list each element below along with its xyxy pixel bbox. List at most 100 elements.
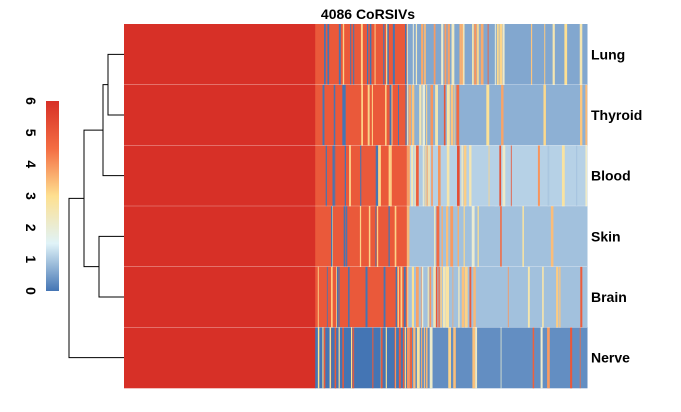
- heatmap-stripe: [527, 266, 530, 328]
- heatmap-stripe: [435, 84, 438, 146]
- heatmap-stripe: [350, 24, 352, 85]
- heatmap-cell-blood-group-2: [315, 145, 408, 207]
- heatmap-stripe: [530, 24, 533, 85]
- heatmap-stripe: [327, 24, 329, 85]
- heatmap-cell-thyroid-group-3: [406, 84, 588, 146]
- heatmap-stripe: [325, 145, 327, 207]
- heatmap-stripe: [421, 24, 424, 85]
- heatmap-stripe: [451, 24, 455, 85]
- heatmap-stripe: [322, 327, 324, 389]
- heatmap-stripe: [379, 145, 381, 207]
- heatmap-stripe: [378, 145, 381, 207]
- heatmap-cell-nerve-group-2: [315, 327, 408, 389]
- heatmap-stripe: [434, 206, 436, 267]
- heatmap-stripe: [331, 266, 333, 328]
- heatmap-stripe: [342, 84, 345, 146]
- row-label-brain: Brain: [591, 289, 627, 305]
- heatmap-stripe: [346, 206, 348, 267]
- heatmap-stripe: [405, 24, 407, 85]
- heatmap-stripe: [474, 24, 477, 85]
- heatmap-stripe: [500, 206, 502, 267]
- heatmap-stripe: [501, 84, 504, 146]
- heatmap-stripe: [426, 145, 428, 207]
- heatmap-stripe: [411, 266, 414, 328]
- heatmap-stripe: [416, 327, 420, 389]
- heatmap-stripe: [406, 266, 409, 328]
- heatmap-stripe: [402, 327, 405, 389]
- heatmap-stripe: [580, 84, 583, 146]
- row-label-skin: Skin: [591, 228, 621, 244]
- heatmap-stripe: [461, 145, 463, 207]
- heatmap-stripe: [397, 266, 399, 328]
- heatmap-stripe: [472, 327, 475, 389]
- heatmap-stripe: [552, 24, 555, 85]
- heatmap-stripe: [580, 266, 583, 328]
- heatmap-stripe: [422, 266, 424, 328]
- row-label-blood: Blood: [591, 168, 631, 184]
- heatmap-stripe: [488, 145, 490, 207]
- heatmap-cell-nerve-group-1: [124, 327, 316, 389]
- heatmap-stripe: [469, 145, 472, 207]
- heatmap-stripe: [522, 206, 524, 267]
- heatmap-stripe: [544, 24, 546, 85]
- heatmap-stripe: [502, 24, 505, 85]
- heatmap-stripe: [559, 266, 561, 328]
- heatmap-stripe: [550, 206, 554, 267]
- heatmap-stripe: [413, 327, 416, 389]
- heatmap-stripe: [375, 145, 377, 207]
- row-label-thyroid: Thyroid: [591, 107, 642, 123]
- heatmap-stripe: [366, 24, 369, 85]
- color-legend-tick: 6: [23, 97, 39, 105]
- heatmap-stripe: [375, 206, 377, 267]
- heatmap-stripe: [349, 145, 351, 207]
- heatmap-stripe: [334, 327, 337, 389]
- heatmap-stripe: [374, 24, 376, 85]
- heatmap-stripe: [579, 24, 583, 85]
- heatmap-stripe: [422, 84, 426, 146]
- heatmap-stripe: [326, 266, 328, 328]
- heatmap-stripe: [348, 266, 350, 328]
- heatmap-stripe: [338, 266, 340, 328]
- heatmap-stripe: [388, 206, 390, 267]
- color-legend-tick: 4: [23, 160, 39, 168]
- heatmap-stripe: [365, 266, 368, 328]
- heatmap-stripe: [427, 266, 429, 328]
- heatmap-stripe: [456, 84, 460, 146]
- heatmap-stripe: [367, 84, 370, 146]
- heatmap-stripe: [537, 145, 540, 207]
- heatmap-stripe: [415, 24, 418, 85]
- heatmap-stripe: [342, 327, 344, 389]
- heatmap-stripe: [475, 327, 478, 389]
- heatmap-stripe: [419, 145, 423, 207]
- heatmap-stripe: [443, 84, 446, 146]
- heatmap-stripe: [406, 145, 410, 207]
- heatmap-stripe: [579, 327, 581, 389]
- heatmap-stripe: [463, 24, 465, 85]
- heatmap-stripe: [502, 145, 506, 207]
- heatmap-stripe: [388, 145, 391, 207]
- heatmap-stripe: [406, 206, 410, 267]
- row-dendrogram: [68, 53, 124, 359]
- heatmap-stripe: [452, 266, 454, 328]
- heatmap-stripe: [441, 24, 444, 85]
- row-label-nerve: Nerve: [591, 350, 630, 366]
- heatmap-cell-nerve-group-3: [406, 327, 588, 389]
- heatmap-stripe: [406, 24, 408, 85]
- heatmap-cell-brain-group-2: [315, 266, 408, 328]
- heatmap-stripe: [440, 266, 442, 328]
- heatmap-stripe: [570, 327, 573, 389]
- dendrogram-link-blood: [102, 84, 124, 177]
- heatmap-cell-brain-group-1: [124, 266, 316, 328]
- heatmap-stripe: [404, 327, 406, 389]
- heatmap-stripe: [317, 266, 319, 328]
- heatmap-stripe: [334, 145, 336, 207]
- heatmap-stripe: [478, 24, 480, 85]
- heatmap-stripe: [383, 24, 385, 85]
- heatmap-stripe: [414, 145, 416, 207]
- heatmap-stripe: [429, 266, 432, 328]
- color-legend-bar: [46, 101, 59, 291]
- heatmap-stripe: [542, 266, 544, 328]
- heatmap-stripe: [547, 145, 550, 207]
- heatmap-stripe: [458, 266, 460, 328]
- heatmap-stripe: [392, 24, 395, 85]
